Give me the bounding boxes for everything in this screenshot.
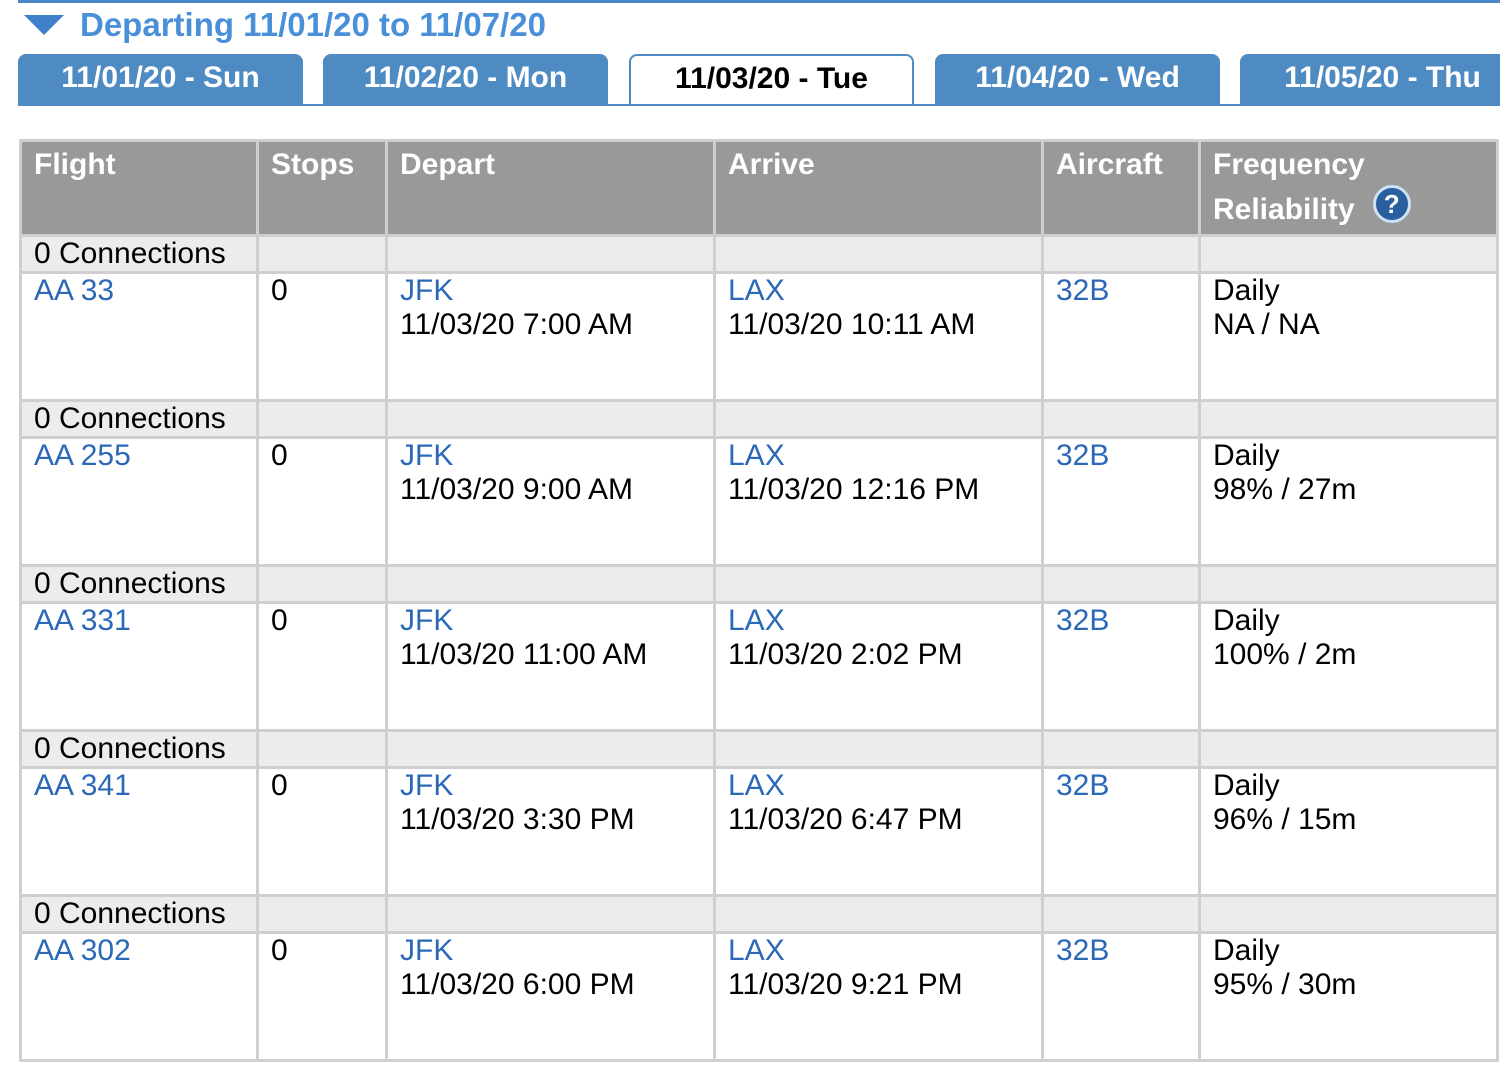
arrive-airport-link[interactable]: LAX <box>728 604 785 637</box>
depart-airport-link[interactable]: JFK <box>400 274 454 307</box>
connections-row: 0 Connections <box>19 729 1499 769</box>
col-aircraft: Aircraft <box>1041 139 1201 237</box>
table-row: AA 331 0 JFK 11/03/20 11:00 AM LAX 11/03/2… <box>19 601 1499 732</box>
help-icon[interactable]: ? <box>1372 185 1411 224</box>
flight-link[interactable]: AA 302 <box>34 934 131 967</box>
tab-11-03[interactable]: 11/03/20 - Tue <box>629 54 914 104</box>
depart-airport-link[interactable]: JFK <box>400 934 454 967</box>
connections-label: 0 Connections <box>19 894 259 934</box>
connections-label: 0 Connections <box>19 729 259 769</box>
aircraft-link[interactable]: 32B <box>1056 274 1110 307</box>
frequency: Daily <box>1213 274 1280 307</box>
stops: 0 <box>256 271 388 402</box>
tab-11-02[interactable]: 11/02/20 - Mon <box>323 54 608 104</box>
depart-time: 11/03/20 7:00 AM <box>400 308 633 341</box>
aircraft-link[interactable]: 32B <box>1056 769 1110 802</box>
aircraft-link[interactable]: 32B <box>1056 439 1110 472</box>
depart-airport-link[interactable]: JFK <box>400 604 454 637</box>
arrive-time: 11/03/20 2:02 PM <box>728 638 963 671</box>
reliability: 96% / 15m <box>1213 803 1357 836</box>
arrive-time: 11/03/20 12:16 PM <box>728 473 980 506</box>
col-arrive: Arrive <box>713 139 1044 237</box>
arrive-airport-link[interactable]: LAX <box>728 769 785 802</box>
connections-label: 0 Connections <box>19 399 259 439</box>
aircraft-link[interactable]: 32B <box>1056 934 1110 967</box>
connections-label: 0 Connections <box>19 564 259 604</box>
table-row: AA 255 0 JFK 11/03/20 9:00 AM LAX 11/03/20… <box>19 436 1499 567</box>
table-row: AA 33 0 JFK 11/03/20 7:00 AM LAX 11/03/20 … <box>19 271 1499 402</box>
flights-table: Flight Stops Depart Arrive Aircraft Freq… <box>19 139 1499 1062</box>
stops: 0 <box>256 601 388 732</box>
col-stops: Stops <box>256 139 388 237</box>
col-reliability: Reliability <box>1213 193 1355 226</box>
frequency: Daily <box>1213 604 1280 637</box>
depart-airport-link[interactable]: JFK <box>400 439 454 472</box>
reliability: 100% / 2m <box>1213 638 1357 671</box>
tab-11-05[interactable]: 11/05/20 - Thu <box>1240 54 1500 104</box>
depart-time: 11/03/20 11:00 AM <box>400 638 648 671</box>
frequency: Daily <box>1213 439 1280 472</box>
flight-link[interactable]: AA 331 <box>34 604 131 637</box>
col-depart: Depart <box>385 139 716 237</box>
connections-row: 0 Connections <box>19 564 1499 604</box>
depart-time: 11/03/20 3:30 PM <box>400 803 635 836</box>
connections-label: 0 Connections <box>19 234 259 274</box>
table-header: Flight Stops Depart Arrive Aircraft Freq… <box>19 139 1499 237</box>
depart-time: 11/03/20 9:00 AM <box>400 473 633 506</box>
reliability: 95% / 30m <box>1213 968 1357 1001</box>
arrive-airport-link[interactable]: LAX <box>728 439 785 472</box>
reliability: NA / NA <box>1213 308 1320 341</box>
tab-11-01[interactable]: 11/01/20 - Sun <box>18 54 303 104</box>
flight-link[interactable]: AA 255 <box>34 439 131 472</box>
stops: 0 <box>256 766 388 897</box>
depart-airport-link[interactable]: JFK <box>400 769 454 802</box>
col-frequency: Frequency <box>1213 148 1365 181</box>
flight-link[interactable]: AA 33 <box>34 274 115 307</box>
aircraft-link[interactable]: 32B <box>1056 604 1110 637</box>
arrive-time: 11/03/20 10:11 AM <box>728 308 976 341</box>
arrive-airport-link[interactable]: LAX <box>728 274 785 307</box>
table-row: AA 341 0 JFK 11/03/20 3:30 PM LAX 11/03/20… <box>19 766 1499 897</box>
frequency: Daily <box>1213 769 1280 802</box>
depart-time: 11/03/20 6:00 PM <box>400 968 635 1001</box>
top-rule <box>18 0 1500 3</box>
section-title: Departing 11/01/20 to 11/07/20 <box>80 6 546 43</box>
stops: 0 <box>256 436 388 567</box>
arrive-time: 11/03/20 6:47 PM <box>728 803 963 836</box>
reliability: 98% / 27m <box>1213 473 1357 506</box>
connections-row: 0 Connections <box>19 894 1499 934</box>
arrive-airport-link[interactable]: LAX <box>728 934 785 967</box>
connections-row: 0 Connections <box>19 234 1499 274</box>
date-tabs: 11/01/20 - Sun 11/02/20 - Mon 11/03/20 -… <box>18 54 1500 106</box>
collapse-triangle-icon <box>24 15 64 35</box>
frequency: Daily <box>1213 934 1280 967</box>
arrive-time: 11/03/20 9:21 PM <box>728 968 963 1001</box>
tab-11-04[interactable]: 11/04/20 - Wed <box>935 54 1220 104</box>
stops: 0 <box>256 931 388 1062</box>
connections-row: 0 Connections <box>19 399 1499 439</box>
col-flight: Flight <box>19 139 259 237</box>
table-row: AA 302 0 JFK 11/03/20 6:00 PM LAX 11/03/20… <box>19 931 1499 1062</box>
col-frequency-reliability: Frequency Reliability? <box>1198 139 1499 237</box>
flight-link[interactable]: AA 341 <box>34 769 131 802</box>
departing-section-toggle[interactable]: Departing 11/01/20 to 11/07/20 <box>24 6 546 44</box>
